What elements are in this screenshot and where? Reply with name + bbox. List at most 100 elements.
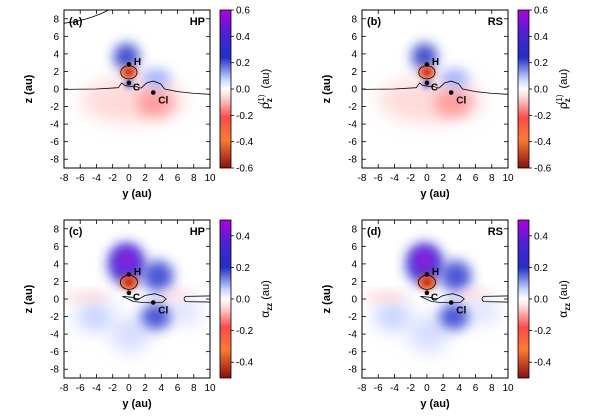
method-label: HP: [190, 226, 205, 238]
x-tick-label: -2: [406, 383, 415, 394]
atom-marker-cl: [150, 300, 156, 305]
y-tick-label: 0: [351, 85, 357, 96]
positive-lobe-h-core: [413, 249, 436, 271]
atom-label-cl: Cl: [158, 306, 168, 317]
atom-marker-h: [126, 272, 132, 277]
y-tick-label: -8: [348, 365, 357, 376]
atom-label-cl: Cl: [456, 96, 466, 107]
atom-marker-cl: [448, 300, 454, 305]
positive-lobe-h: [411, 43, 438, 70]
y-tick-label: 4: [351, 259, 357, 270]
atom-marker-c: [424, 290, 430, 296]
x-tick-label: -8: [60, 173, 69, 184]
colorbar-tick-label: -0.4: [534, 137, 552, 148]
panel-label: (c): [69, 226, 83, 238]
positive-lobe-bottom: [111, 316, 150, 352]
y-tick-label: -4: [50, 120, 59, 131]
y-tick-label: 6: [351, 32, 357, 43]
negative-core-inner: [422, 278, 432, 287]
x-tick-label: -6: [374, 383, 383, 394]
colorbar-label: αzz (au): [258, 280, 274, 318]
colorbar-tick-label: 0.6: [534, 6, 548, 17]
positive-lobe-right: [171, 298, 201, 325]
colorbar: [517, 219, 530, 379]
x-tick-label: -8: [358, 383, 367, 394]
x-tick-label: 4: [159, 173, 165, 184]
method-label: RS: [488, 226, 503, 238]
x-axis-label: y (au): [122, 398, 152, 410]
x-axis-label: y (au): [420, 398, 450, 410]
positive-lobe-cl-lower: [439, 303, 470, 330]
method-label: RS: [488, 16, 503, 28]
x-tick-label: 2: [440, 383, 446, 394]
colorbar-tick-label: -0.2: [236, 326, 254, 337]
x-tick-label: 0: [126, 173, 132, 184]
y-tick-label: -2: [50, 102, 59, 113]
atom-label-h: H: [134, 267, 141, 278]
x-tick-label: 10: [204, 383, 216, 394]
negative-lobe-cl: [434, 89, 472, 118]
colorbar-tick-label: -0.2: [236, 111, 254, 122]
x-tick-label: 0: [126, 383, 132, 394]
negative-band-left: [65, 291, 112, 303]
atom-marker-h: [424, 272, 430, 277]
y-tick-label: -2: [50, 312, 59, 323]
colorbar-tick-label: 0.0: [534, 85, 548, 96]
x-tick-label: 2: [440, 173, 446, 184]
edge-contour: [183, 295, 210, 303]
x-tick-label: 2: [142, 383, 148, 394]
negative-band-right: [456, 289, 492, 300]
colorbar: [219, 9, 232, 169]
y-tick-label: 2: [53, 67, 59, 78]
y-tick-label: 4: [351, 49, 357, 60]
positive-lobe-right: [469, 298, 499, 325]
positive-lobe-cl: [141, 68, 172, 89]
x-tick-label: -6: [76, 173, 85, 184]
negative-core-inner: [124, 278, 134, 287]
atom-label-c: C: [133, 82, 140, 93]
colorbar-tick-label: 0.4: [236, 32, 250, 43]
atom-label-c: C: [133, 292, 140, 303]
y-tick-label: 4: [53, 49, 59, 60]
x-tick-label: -2: [406, 173, 415, 184]
x-tick-label: 8: [191, 173, 197, 184]
y-tick-label: 8: [351, 14, 357, 25]
colorbar-tick-label: -0.2: [534, 111, 552, 122]
atom-label-h: H: [134, 57, 141, 68]
y-tick-label: 6: [53, 32, 59, 43]
x-tick-label: 8: [489, 173, 495, 184]
y-tick-label: 8: [351, 224, 357, 235]
x-tick-label: 2: [142, 173, 148, 184]
atom-marker-cl: [150, 90, 156, 95]
atom-label-cl: Cl: [456, 306, 466, 317]
colorbar-tick-label: -0.4: [534, 358, 552, 369]
atom-label-cl: Cl: [158, 96, 168, 107]
density-field: [65, 242, 201, 352]
density-field: [80, 43, 186, 124]
zero-contour-line: [64, 80, 210, 95]
colorbar-label: αzz (au): [556, 280, 572, 318]
colorbar-label: ρz(1) (au): [555, 69, 572, 109]
atom-marker-c: [126, 290, 132, 296]
y-tick-label: 6: [53, 242, 59, 253]
positive-lobe-left: [76, 302, 113, 331]
colorbar: [219, 219, 232, 379]
x-tick-label: 10: [204, 173, 216, 184]
y-tick-label: 0: [53, 295, 59, 306]
zero-contour-loop: [420, 293, 465, 304]
x-tick-label: 6: [473, 173, 479, 184]
y-tick-label: -6: [348, 347, 357, 358]
x-tick-label: 10: [502, 173, 514, 184]
x-tick-label: -8: [358, 173, 367, 184]
y-axis-label: z (au): [23, 74, 35, 103]
negative-core-inner: [124, 68, 133, 76]
negative-band-left: [363, 291, 410, 303]
colorbar: [517, 9, 530, 169]
positive-lobe-bottom: [409, 316, 448, 352]
x-tick-label: -4: [390, 173, 399, 184]
x-tick-label: -2: [108, 383, 117, 394]
x-tick-label: -4: [92, 383, 101, 394]
